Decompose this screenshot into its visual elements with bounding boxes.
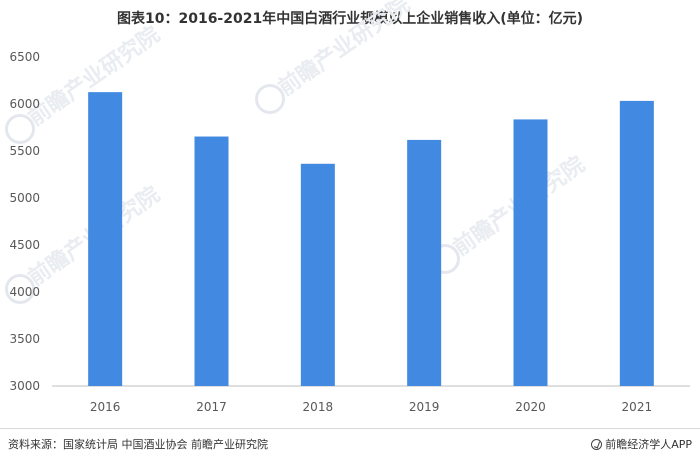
- y-tick-label: 5500: [9, 144, 40, 158]
- x-tick-label: 2016: [90, 400, 121, 414]
- x-tick-label: 2017: [196, 400, 227, 414]
- y-tick-label: 6000: [9, 97, 40, 111]
- bar: [194, 136, 229, 386]
- brand-logo-icon: [591, 438, 603, 450]
- x-tick-label: 2021: [622, 400, 653, 414]
- bar: [619, 100, 654, 386]
- x-tick-label: 2019: [409, 400, 440, 414]
- bar: [88, 92, 123, 386]
- x-tick-label: 2018: [303, 400, 334, 414]
- y-tick-label: 6500: [9, 50, 40, 64]
- y-tick-label: 3000: [9, 379, 40, 393]
- bar: [407, 139, 442, 386]
- source-note: 资料来源：国家统计局 中国酒业协会 前瞻产业研究院: [8, 438, 268, 451]
- chart-title: 图表10：2016-2021年中国白酒行业规模以上企业销售收入(单位：亿元): [116, 11, 584, 27]
- brand-label: 前瞻经济学人APP: [591, 436, 692, 452]
- y-tick-label: 4500: [9, 238, 40, 252]
- footer: 资料来源：国家统计局 中国酒业协会 前瞻产业研究院 前瞻经济学人APP: [0, 428, 700, 460]
- y-tick-label: 5000: [9, 191, 40, 205]
- y-tick-label: 4000: [9, 285, 40, 299]
- bar: [300, 163, 335, 386]
- brand-text: 前瞻经济学人APP: [605, 438, 692, 451]
- y-tick-label: 3500: [9, 332, 40, 346]
- bar: [513, 119, 548, 386]
- x-tick-label: 2020: [515, 400, 546, 414]
- bar-chart: 3000 3500 4000 4500 5000 5500 6000 6500 2016 2017…: [9, 50, 690, 414]
